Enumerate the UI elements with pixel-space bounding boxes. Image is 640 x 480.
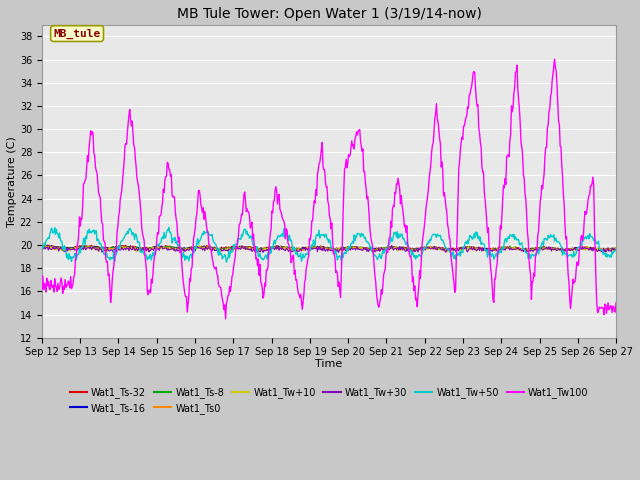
Wat1_Ts-32 [38, 243, 46, 249]
Text: MB_tule: MB_tule [53, 28, 100, 39]
Line: Wat1_Ts-16: Wat1_Ts-16 [42, 245, 616, 251]
Wat1_Tw+50 [223, 259, 230, 265]
Wat1_Tw100 [108, 293, 115, 299]
Wat1_Ts-16 [612, 245, 620, 251]
Line: Wat1_Tw100: Wat1_Tw100 [42, 59, 616, 319]
Wat1_Ts-16 [108, 245, 116, 251]
Wat1_Tw+50 [49, 228, 56, 234]
Y-axis label: Temperature (C): Temperature (C) [7, 136, 17, 227]
Wat1_Tw100 [38, 286, 46, 292]
Wat1_Tw+10 [196, 243, 204, 249]
Wat1_Ts-16 [166, 245, 174, 251]
Wat1_Tw+30 [401, 247, 408, 252]
Wat1_Tw100 [221, 316, 229, 322]
Wat1_Ts0 [49, 243, 56, 249]
Wat1_Tw+30 [417, 246, 425, 252]
Wat1_Ts-32 [197, 244, 205, 250]
Wat1_Ts-32 [49, 243, 57, 249]
Wat1_Ts-8 [166, 244, 173, 250]
Wat1_Tw+10 [400, 247, 408, 253]
Wat1_Ts-8 [598, 248, 605, 254]
Wat1_Ts-8 [196, 245, 204, 251]
Wat1_Tw+30 [166, 247, 173, 252]
Wat1_Ts0 [612, 245, 620, 251]
Wat1_Ts-16 [560, 248, 568, 253]
Wat1_Ts-16 [38, 245, 46, 251]
Wat1_Ts-16 [49, 244, 57, 250]
Wat1_Tw+10 [108, 247, 115, 252]
Wat1_Tw+50 [165, 225, 173, 230]
Wat1_Ts-32 [600, 247, 608, 253]
X-axis label: Time: Time [316, 359, 342, 369]
Wat1_Ts0 [166, 246, 174, 252]
Wat1_Ts0 [400, 246, 408, 252]
Line: Wat1_Ts-8: Wat1_Ts-8 [42, 245, 616, 251]
Wat1_Tw+50 [612, 247, 620, 252]
Wat1_Tw100 [612, 300, 620, 306]
Line: Wat1_Tw+50: Wat1_Tw+50 [42, 228, 616, 262]
Line: Wat1_Ts0: Wat1_Ts0 [42, 246, 616, 252]
Legend: Wat1_Ts-32, Wat1_Ts-16, Wat1_Ts-8, Wat1_Ts0, Wat1_Tw+10, Wat1_Tw+30, Wat1_Tw+50,: Wat1_Ts-32, Wat1_Ts-16, Wat1_Ts-8, Wat1_… [66, 383, 593, 418]
Wat1_Ts0 [38, 244, 46, 250]
Wat1_Tw+50 [197, 235, 205, 241]
Wat1_Tw+30 [108, 247, 115, 253]
Wat1_Ts-32 [417, 245, 424, 251]
Wat1_Ts-32 [166, 244, 174, 250]
Wat1_Tw+10 [38, 247, 46, 252]
Wat1_Ts-8 [49, 244, 56, 250]
Wat1_Ts0 [197, 245, 205, 251]
Wat1_Tw100 [417, 276, 424, 281]
Wat1_Ts-8 [612, 244, 620, 250]
Wat1_Ts-16 [400, 245, 408, 251]
Wat1_Tw100 [49, 285, 56, 290]
Wat1_Tw+50 [417, 253, 425, 259]
Wat1_Tw+10 [166, 245, 173, 251]
Line: Wat1_Tw+10: Wat1_Tw+10 [42, 246, 616, 252]
Wat1_Ts0 [524, 249, 532, 254]
Wat1_Ts-8 [399, 245, 406, 251]
Line: Wat1_Tw+30: Wat1_Tw+30 [42, 245, 616, 253]
Wat1_Ts-16 [197, 244, 205, 250]
Wat1_Ts-32 [612, 245, 620, 251]
Wat1_Tw+10 [49, 245, 56, 251]
Wat1_Tw+10 [426, 243, 434, 249]
Wat1_Ts0 [108, 245, 115, 251]
Wat1_Tw100 [196, 192, 204, 198]
Wat1_Tw100 [400, 215, 408, 220]
Wat1_Tw+10 [612, 246, 620, 252]
Wat1_Tw100 [166, 167, 173, 173]
Wat1_Tw+50 [166, 229, 174, 235]
Wat1_Ts0 [417, 247, 424, 253]
Wat1_Ts0 [119, 243, 127, 249]
Wat1_Tw+10 [417, 248, 424, 253]
Wat1_Ts-8 [38, 242, 46, 248]
Wat1_Tw+30 [196, 245, 204, 251]
Wat1_Tw+30 [369, 250, 377, 256]
Wat1_Ts-32 [108, 244, 116, 250]
Wat1_Tw+30 [49, 246, 56, 252]
Wat1_Tw+30 [38, 244, 46, 250]
Title: MB Tule Tower: Open Water 1 (3/19/14-now): MB Tule Tower: Open Water 1 (3/19/14-now… [177, 7, 481, 21]
Wat1_Ts-8 [416, 246, 424, 252]
Wat1_Tw+50 [401, 237, 408, 243]
Wat1_Ts-32 [400, 244, 408, 250]
Wat1_Ts-16 [417, 245, 424, 251]
Wat1_Tw+10 [216, 249, 224, 255]
Wat1_Tw+50 [108, 256, 115, 262]
Wat1_Tw+30 [388, 242, 396, 248]
Wat1_Ts-32 [44, 242, 51, 248]
Wat1_Tw+50 [38, 246, 46, 252]
Wat1_Ts-8 [108, 245, 115, 251]
Wat1_Tw100 [551, 56, 559, 62]
Wat1_Tw+30 [612, 247, 620, 252]
Wat1_Ts-16 [48, 242, 56, 248]
Line: Wat1_Ts-32: Wat1_Ts-32 [42, 245, 616, 250]
